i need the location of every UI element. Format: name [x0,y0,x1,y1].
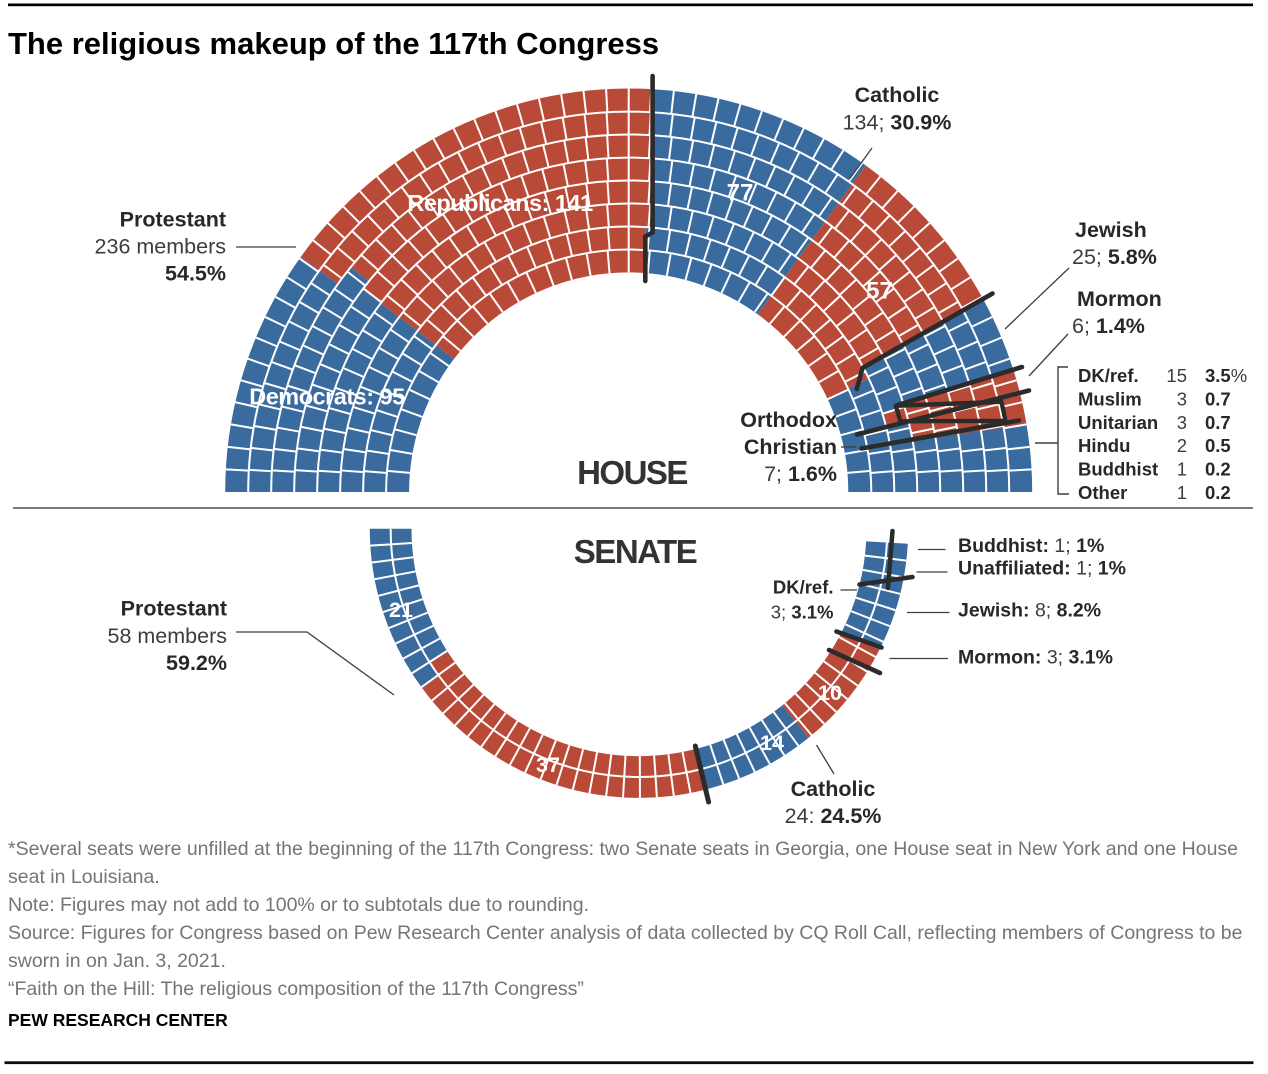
svg-text:Note: Figures may not add to 1: Note: Figures may not add to 100% or to … [8,894,589,916]
svg-text:0.5: 0.5 [1205,435,1231,456]
svg-text:Republicans: 141: Republicans: 141 [407,190,593,216]
svg-text:DK/ref.: DK/ref. [1078,365,1139,386]
svg-text:7; 1.6%: 7; 1.6% [764,462,837,486]
svg-text:Protestant: Protestant [120,208,226,232]
svg-text:SENATE: SENATE [574,533,697,570]
svg-text:Unitarian: Unitarian [1078,412,1158,433]
svg-text:58 members: 58 members [108,624,228,648]
svg-text:59.2%: 59.2% [166,651,227,675]
svg-text:Catholic: Catholic [791,777,876,801]
svg-text:Mormon: Mormon [1077,287,1162,311]
svg-text:14: 14 [760,731,784,755]
svg-text:77: 77 [727,180,754,207]
svg-text:Democrats: 95: Democrats: 95 [249,384,405,410]
svg-text:Jewish: Jewish [1075,218,1147,242]
svg-text:57: 57 [866,278,893,305]
svg-text:Protestant: Protestant [121,597,227,621]
svg-text:21: 21 [389,598,413,622]
svg-text:The religious makeup of the 11: The religious makeup of the 117th Congre… [8,26,659,61]
svg-text:0.2: 0.2 [1205,459,1231,480]
svg-text:25; 5.8%: 25; 5.8% [1072,245,1157,269]
svg-text:24: 24.5%: 24: 24.5% [785,804,882,828]
svg-text:Buddhist: Buddhist [1078,459,1158,480]
svg-text:10: 10 [818,681,842,705]
svg-text:0.7: 0.7 [1205,388,1231,409]
svg-text:Other: Other [1078,482,1127,503]
svg-text:1: 1 [1177,482,1187,503]
svg-text:15: 15 [1166,365,1187,386]
svg-text:3: 3 [1177,388,1187,409]
svg-text:Christian: Christian [744,435,837,459]
svg-text:Unaffiliated: 1; 1%: Unaffiliated: 1; 1% [958,558,1126,580]
svg-text:0.7: 0.7 [1205,412,1231,433]
svg-text:3.5%: 3.5% [1205,365,1247,386]
svg-text:37: 37 [536,753,560,777]
svg-text:Orthodox: Orthodox [740,408,837,432]
svg-text:seat in Louisiana.: seat in Louisiana. [8,866,160,888]
svg-text:“Faith on the Hill: The religi: “Faith on the Hill: The religious compos… [8,978,584,1000]
svg-text:Buddhist: 1; 1%: Buddhist: 1; 1% [958,535,1104,557]
svg-text:Muslim: Muslim [1078,388,1142,409]
svg-text:Catholic: Catholic [855,83,940,107]
svg-text:*Several seats were unfilled a: *Several seats were unfilled at the begi… [8,838,1238,860]
svg-text:134; 30.9%: 134; 30.9% [843,111,952,135]
svg-text:Source: Figures for Congress b: Source: Figures for Congress based on Pe… [8,922,1243,944]
svg-text:PEW RESEARCH CENTER: PEW RESEARCH CENTER [8,1010,228,1030]
svg-text:Mormon: 3; 3.1%: Mormon: 3; 3.1% [958,647,1113,669]
svg-text:3: 3 [1177,412,1187,433]
svg-text:3; 3.1%: 3; 3.1% [771,602,834,623]
svg-text:0.2: 0.2 [1205,482,1231,503]
svg-text:54.5%: 54.5% [165,262,226,286]
svg-text:236 members: 236 members [95,235,226,259]
svg-text:6; 1.4%: 6; 1.4% [1072,314,1145,338]
svg-text:sworn in on Jan. 3, 2021.: sworn in on Jan. 3, 2021. [8,950,226,972]
svg-text:HOUSE: HOUSE [577,454,687,491]
svg-text:2: 2 [1177,435,1187,456]
svg-text:Hindu: Hindu [1078,435,1130,456]
svg-text:Jewish: 8; 8.2%: Jewish: 8; 8.2% [958,600,1101,622]
svg-text:1: 1 [1177,459,1187,480]
svg-text:DK/ref.: DK/ref. [773,577,834,598]
